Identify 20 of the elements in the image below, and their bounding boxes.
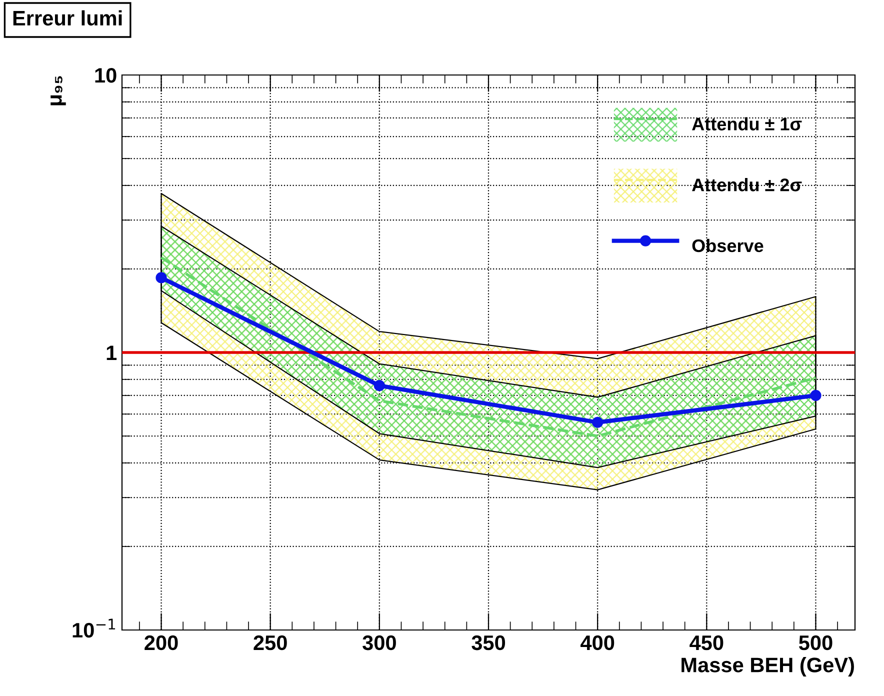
x-tick-label: 250 [254, 635, 287, 650]
x-tick-label: 400 [580, 635, 614, 650]
x-tick-label: 450 [690, 635, 724, 650]
x-tick-label: 500 [798, 635, 832, 650]
legend-label: Attendu ± 1σ [692, 117, 802, 130]
x-tick-label: 350 [472, 635, 506, 650]
y-axis-title: μ₉₅ [50, 76, 66, 106]
x-tick-label: 300 [362, 635, 396, 650]
y-tick-label: 1 [106, 346, 117, 360]
point [592, 416, 604, 428]
legend-label: Attendu ± 2σ [692, 178, 802, 192]
x-tick-label: 200 [144, 635, 178, 650]
point [156, 272, 167, 284]
point [810, 390, 822, 402]
chart-title: Erreur lumi [13, 10, 122, 26]
legend-label: Observe [692, 238, 764, 252]
y-tick-label: 10 [95, 68, 116, 83]
point [374, 380, 385, 392]
x-axis-title: Masse BEH (GeV) [682, 657, 854, 676]
y-tick-label: 10$^{−1}$ [72, 618, 116, 638]
